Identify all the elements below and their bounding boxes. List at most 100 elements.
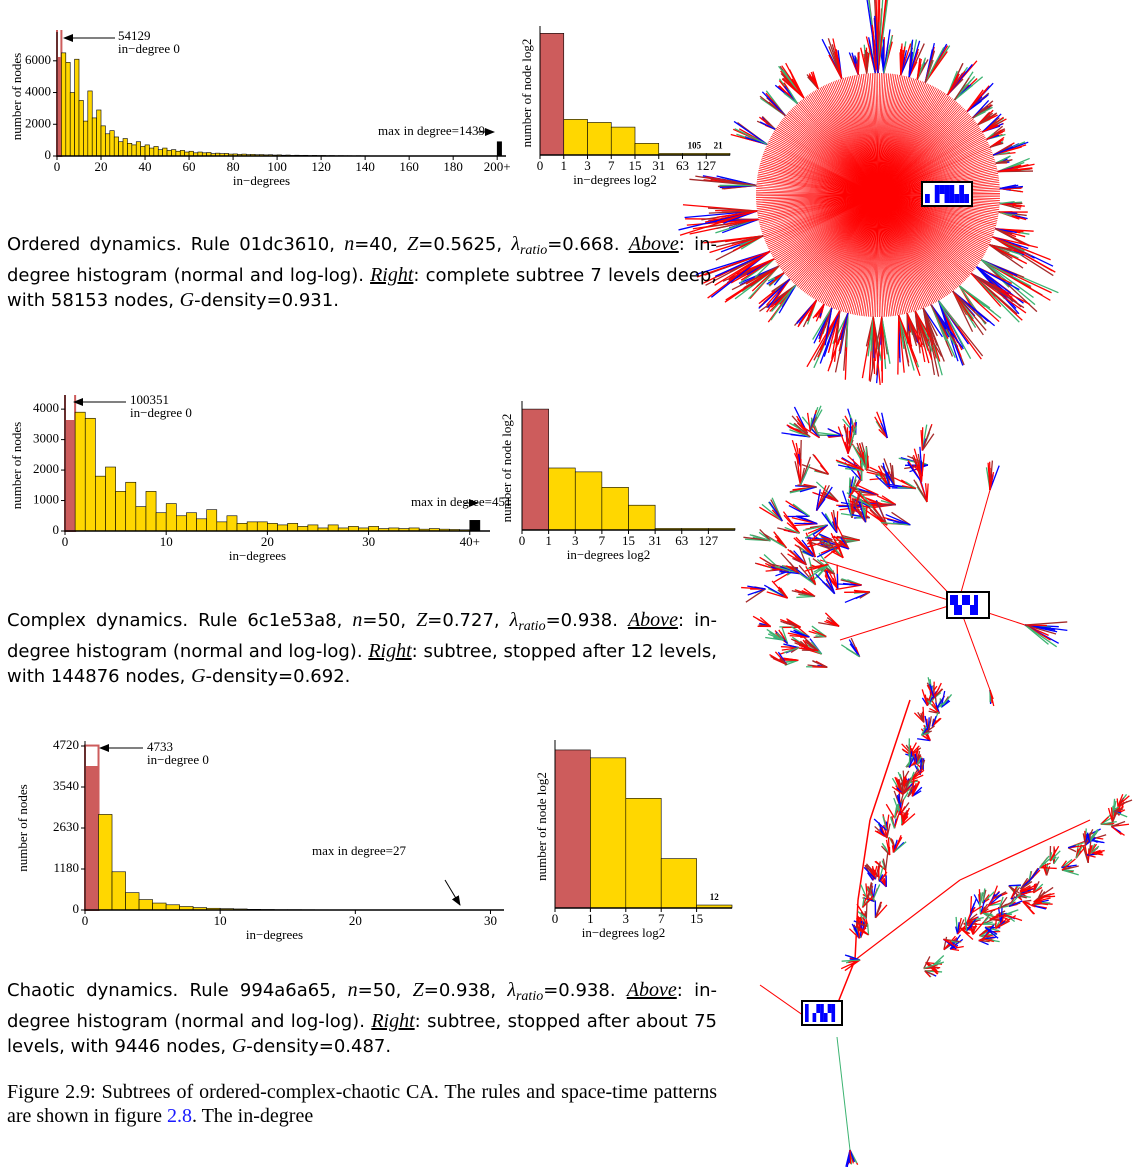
- caption-text: Z: [416, 609, 428, 631]
- tree-edge: [1022, 901, 1035, 915]
- tree-edge: [1016, 892, 1028, 897]
- tree-edge: [734, 128, 768, 145]
- tree-edge: [940, 700, 951, 708]
- tree-edge: [959, 819, 1091, 881]
- bar: [78, 100, 84, 157]
- bar-fill: [57, 57, 62, 156]
- tree-root-cell: [934, 185, 940, 194]
- tree-edge: [930, 304, 947, 334]
- tree-edge: [940, 694, 953, 708]
- tree-edge: [924, 970, 943, 973]
- tree-edge: [853, 483, 874, 508]
- tree-root-cell: [831, 1004, 836, 1013]
- tree-edge: [892, 836, 903, 853]
- caption-text: Above: [628, 233, 679, 255]
- bar: [327, 524, 339, 532]
- tree-root-cell: [812, 1013, 817, 1022]
- tree-root-cell: [959, 194, 965, 203]
- caption-text: ratio: [518, 619, 546, 634]
- bar: [98, 814, 113, 911]
- tree-edge: [977, 112, 998, 126]
- tree-edge: [982, 932, 990, 940]
- tree-edge: [1061, 865, 1079, 871]
- tree-edge: [857, 484, 879, 496]
- tree-edge: [812, 563, 829, 570]
- x-tick-label: 7: [599, 533, 606, 548]
- tree-edge: [957, 489, 991, 604]
- x-tick-label: 30: [362, 534, 375, 549]
- tree-edge: [845, 313, 849, 348]
- tree-edge: [980, 904, 991, 915]
- tree-root-cell: [958, 595, 962, 605]
- caption: Chaotic dynamics. Rule 994a6a65, n=50, Z…: [7, 978, 717, 1059]
- tree-root-cell: [978, 605, 982, 615]
- arrow: [444, 879, 461, 906]
- tree-edge: [808, 73, 819, 89]
- tree-edge: [774, 565, 800, 575]
- tree-edge: [916, 756, 922, 765]
- tree-root-cell: [964, 185, 969, 194]
- tree-edge: [989, 139, 1002, 148]
- tree-root-cell: [827, 1013, 832, 1022]
- tree-edge: [715, 235, 764, 248]
- tree-edge: [917, 738, 931, 742]
- tree-edge: [935, 702, 941, 714]
- x-tick-label: 40+: [460, 534, 480, 549]
- tree-root-cell: [925, 194, 930, 203]
- tree-edge: [793, 537, 814, 558]
- tree-edge: [924, 970, 935, 976]
- tree-edge: [1035, 902, 1053, 905]
- tree-edge: [998, 896, 1004, 909]
- annotation: in−degree 0: [118, 41, 180, 56]
- x-tick-label: 200+: [484, 159, 511, 174]
- bar: [186, 512, 197, 532]
- bar: [105, 466, 116, 532]
- tree-edge: [922, 706, 925, 723]
- tree-edge: [841, 959, 861, 962]
- tree-edge: [881, 522, 911, 526]
- x-tick-label: 140: [355, 159, 375, 174]
- tree-edge: [851, 923, 861, 939]
- y-tick-label: 3540: [53, 778, 79, 793]
- tree-edge: [882, 816, 888, 831]
- tree-edge: [950, 948, 960, 952]
- tree-edge: [893, 841, 907, 853]
- caption-text: Complex dynamics. Rule 6c1e53a8,: [7, 610, 353, 631]
- tree-root-cell: [964, 194, 969, 203]
- tree-edge: [1111, 809, 1119, 823]
- tree-edge: [919, 468, 923, 482]
- tree-edge: [966, 88, 988, 112]
- tree-edge: [747, 585, 766, 590]
- bar: [95, 475, 106, 532]
- tree-edge: [924, 47, 945, 83]
- x-tick-label: 0: [82, 913, 89, 928]
- annotation: 21: [714, 141, 724, 151]
- tree-edge: [898, 315, 905, 373]
- caption-text: -density=0.931.: [194, 290, 339, 311]
- x-tick-label: 120: [311, 159, 331, 174]
- tree-edge: [1075, 845, 1084, 859]
- tree-edge: [850, 959, 861, 967]
- x-tick-label: 63: [676, 158, 689, 173]
- tree-edge: [877, 867, 880, 882]
- caption-text: G: [191, 665, 206, 687]
- bar: [236, 523, 248, 532]
- bar: [157, 149, 163, 157]
- tree-edge: [972, 100, 994, 119]
- x-tick-label: 60: [183, 159, 196, 174]
- tree-edge: [809, 416, 818, 432]
- tree-edge: [923, 962, 941, 970]
- tree-edge: [921, 433, 935, 451]
- y-tick-label: 0: [53, 522, 60, 537]
- bar: [246, 521, 258, 532]
- tree-edge: [989, 918, 1001, 922]
- tree-edge: [938, 300, 972, 360]
- bar-fill: [65, 420, 76, 531]
- x-tick-label: 1: [545, 533, 552, 548]
- tree-edge: [856, 923, 861, 939]
- histogram: 0 1 3 7 15 number of node log2 in−degrees log2…: [534, 740, 733, 940]
- tree-edge: [987, 895, 996, 907]
- x-tick-label: 15: [690, 911, 703, 926]
- tree-edge: [781, 657, 799, 661]
